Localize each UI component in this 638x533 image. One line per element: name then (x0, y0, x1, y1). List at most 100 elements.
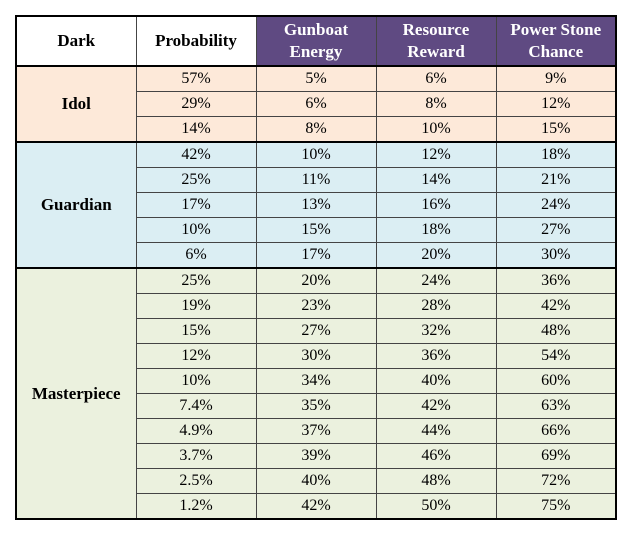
group-name: Idol (15, 65, 137, 143)
value-cell: 17% (255, 242, 377, 269)
value-cell: 6% (375, 65, 497, 92)
table-row: 12% 30% 36% 54% (16, 343, 617, 369)
value-cell: 16% (375, 192, 497, 218)
table-row: 10% 34% 40% 60% (16, 368, 617, 394)
value-cell: 57% (135, 65, 257, 92)
value-cell: 46% (375, 443, 497, 469)
table-row: 25% 11% 14% 21% (16, 167, 617, 193)
header-row: Dark Probability Gunboat Energy Resource Re… (15, 15, 617, 67)
value-cell: 10% (255, 141, 377, 168)
value-cell: 36% (495, 267, 617, 294)
value-cell: 27% (495, 217, 617, 243)
value-cell: 6% (135, 242, 257, 269)
value-cell: 17% (135, 192, 257, 218)
value-cell: 72% (495, 468, 617, 494)
table-row: 4.9% 37% 44% 66% (16, 418, 617, 444)
value-cell: 13% (255, 192, 377, 218)
value-cell: 10% (135, 368, 257, 394)
group-name: Masterpiece (15, 267, 137, 520)
table-row: 17% 13% 16% 24% (16, 192, 617, 218)
value-cell: 15% (255, 217, 377, 243)
value-cell: 40% (255, 468, 377, 494)
value-cell: 19% (135, 293, 257, 319)
header-cell: Dark (15, 15, 137, 67)
value-cell: 48% (495, 318, 617, 344)
value-cell: 12% (135, 343, 257, 369)
value-cell: 6% (255, 91, 377, 117)
value-cell: 42% (375, 393, 497, 419)
value-cell: 28% (375, 293, 497, 319)
value-cell: 18% (375, 217, 497, 243)
value-cell: 24% (495, 192, 617, 218)
table-row: Masterpiece 25% 20% 24% 36% (15, 267, 617, 520)
value-cell: 29% (135, 91, 257, 117)
value-cell: 60% (495, 368, 617, 394)
table-body: Idol 57% 5% 6% 9% 29% 6% 8% 12% 14% 8% 10% 15% Guardi… (15, 65, 617, 520)
value-cell: 32% (375, 318, 497, 344)
value-cell: 37% (255, 418, 377, 444)
value-cell: 27% (255, 318, 377, 344)
value-cell: 11% (255, 167, 377, 193)
value-cell: 30% (495, 242, 617, 269)
table-row: 19% 23% 28% 42% (16, 293, 617, 319)
table-row: 1.2% 42% 50% 75% (16, 493, 617, 520)
value-cell: 42% (135, 141, 257, 168)
value-cell: 50% (375, 493, 497, 520)
value-cell: 54% (495, 343, 617, 369)
value-cell: 40% (375, 368, 497, 394)
value-cell: 25% (135, 267, 257, 294)
value-cell: 18% (495, 141, 617, 168)
value-cell: 34% (255, 368, 377, 394)
value-cell: 44% (375, 418, 497, 444)
value-cell: 5% (255, 65, 377, 92)
table-row: 2.5% 40% 48% 72% (16, 468, 617, 494)
value-cell: 25% (135, 167, 257, 193)
value-cell: 36% (375, 343, 497, 369)
value-cell: 42% (255, 493, 377, 520)
data-table: Dark Probability Gunboat Energy Resource Re… (15, 15, 617, 520)
value-cell: 8% (255, 116, 377, 143)
table-row: Idol 57% 5% 6% 9% (15, 65, 617, 143)
header-cell: Resource Reward (375, 15, 497, 67)
table-header: Dark Probability Gunboat Energy Resource Re… (15, 15, 617, 67)
value-cell: 7.4% (135, 393, 257, 419)
header-cell: Power Stone Chance (495, 15, 617, 67)
value-cell: 10% (375, 116, 497, 143)
value-cell: 3.7% (135, 443, 257, 469)
table-row: Guardian 42% 10% 12% 18% (15, 141, 617, 269)
value-cell: 35% (255, 393, 377, 419)
value-cell: 2.5% (135, 468, 257, 494)
value-cell: 8% (375, 91, 497, 117)
value-cell: 48% (375, 468, 497, 494)
value-cell: 15% (135, 318, 257, 344)
value-cell: 24% (375, 267, 497, 294)
value-cell: 12% (495, 91, 617, 117)
value-cell: 1.2% (135, 493, 257, 520)
value-cell: 30% (255, 343, 377, 369)
value-cell: 69% (495, 443, 617, 469)
value-cell: 15% (495, 116, 617, 143)
group-name: Guardian (15, 141, 137, 269)
value-cell: 9% (495, 65, 617, 92)
value-cell: 42% (495, 293, 617, 319)
header-cell: Probability (135, 15, 257, 67)
value-cell: 23% (255, 293, 377, 319)
value-cell: 14% (375, 167, 497, 193)
value-cell: 20% (375, 242, 497, 269)
table-row: 15% 27% 32% 48% (16, 318, 617, 344)
header-cell: Gunboat Energy (255, 15, 377, 67)
table-row: 3.7% 39% 46% 69% (16, 443, 617, 469)
value-cell: 4.9% (135, 418, 257, 444)
table-row: 29% 6% 8% 12% (16, 91, 617, 117)
value-cell: 39% (255, 443, 377, 469)
value-cell: 63% (495, 393, 617, 419)
value-cell: 10% (135, 217, 257, 243)
value-cell: 75% (495, 493, 617, 520)
value-cell: 20% (255, 267, 377, 294)
table-row: 10% 15% 18% 27% (16, 217, 617, 243)
value-cell: 66% (495, 418, 617, 444)
value-cell: 14% (135, 116, 257, 143)
table-row: 6% 17% 20% 30% (16, 242, 617, 269)
table-row: 7.4% 35% 42% 63% (16, 393, 617, 419)
